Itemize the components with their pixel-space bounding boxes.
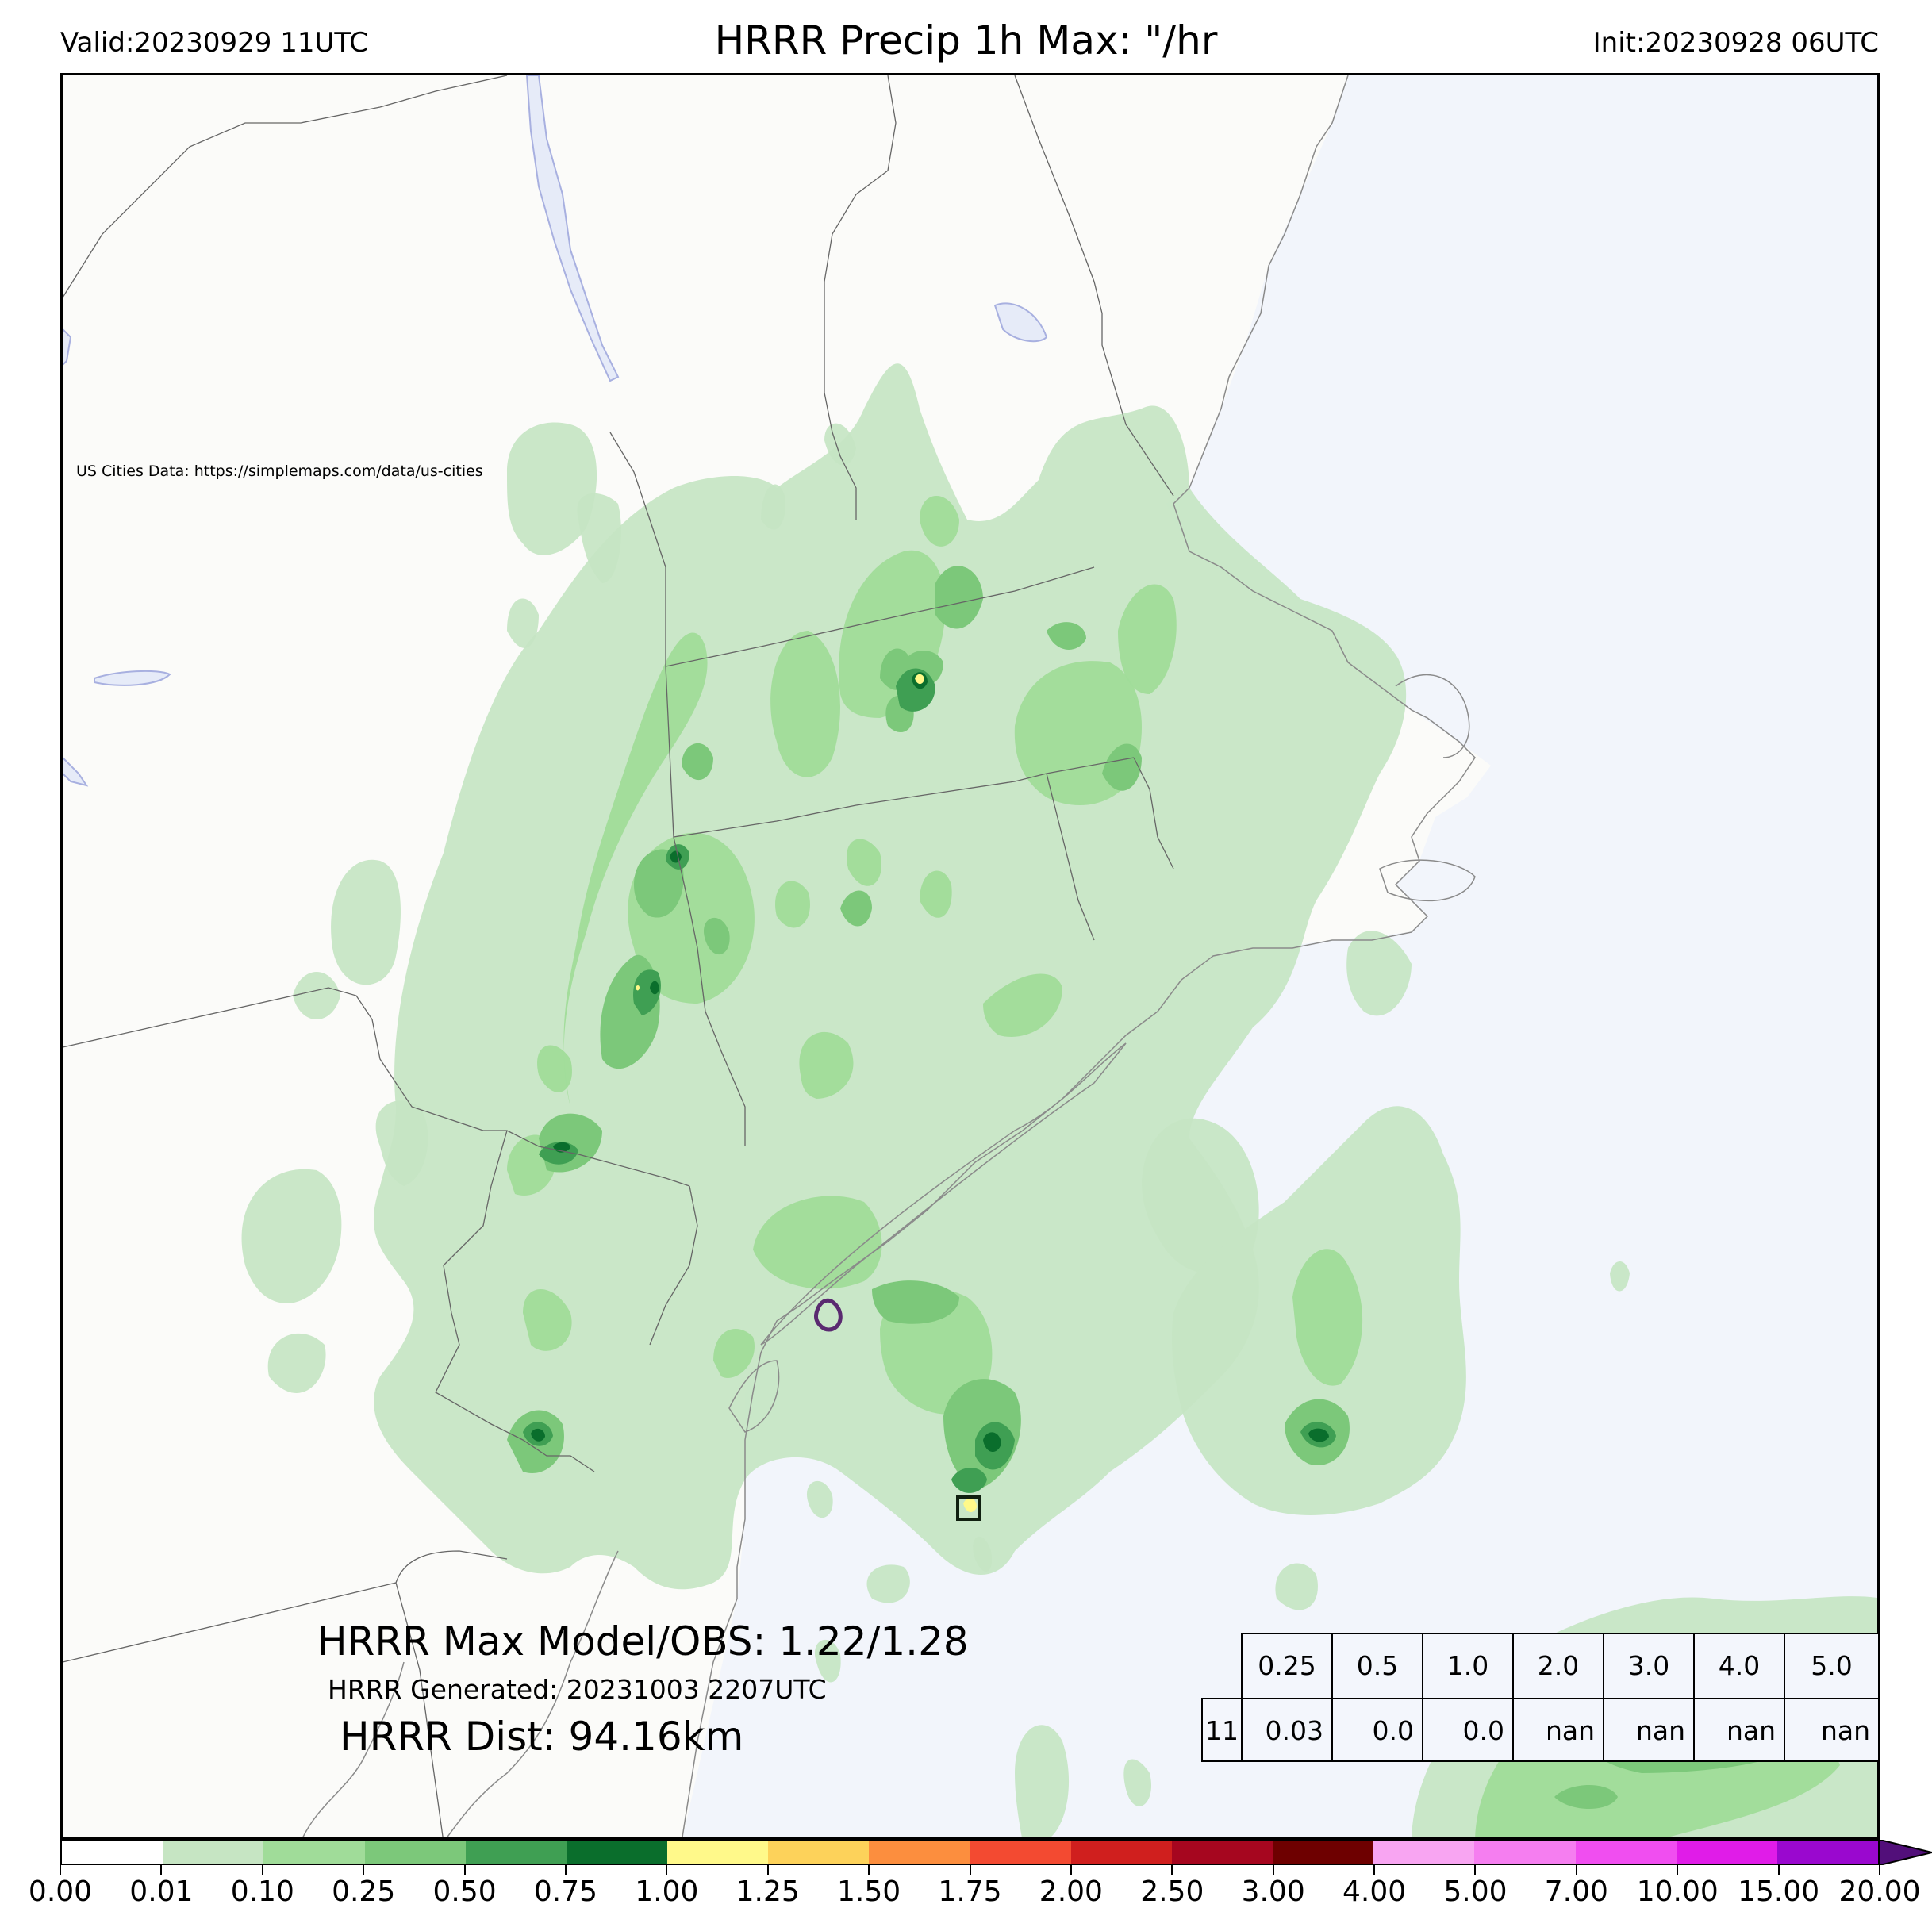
coastline (302, 75, 1476, 1837)
lake-small-4 (63, 328, 72, 367)
colorbar-tick (1677, 1865, 1679, 1875)
colorbar (60, 1840, 1880, 1865)
colorbar-tick-label: 2.00 (1039, 1875, 1103, 1908)
colorbar-tick-label: 0.00 (28, 1875, 93, 1908)
generated-time-label: HRRR Generated: 20231003 2207UTC (328, 1674, 827, 1705)
colorbar-tick-label: 2.50 (1140, 1875, 1204, 1908)
table-value-cell: nan (1512, 1698, 1604, 1762)
colorbar-swatch (465, 1841, 567, 1864)
colorbar-tick-label: 0.25 (332, 1875, 396, 1908)
colorbar-tick (1070, 1865, 1072, 1875)
map-canvas (63, 75, 1877, 1837)
table-header-cell: 0.5 (1331, 1633, 1423, 1699)
colorbar-tick (463, 1865, 466, 1875)
colorbar-tick-label: 1.00 (635, 1875, 699, 1908)
colorbar-tick (363, 1865, 365, 1875)
valid-time-label: Valid:20230929 11UTC (60, 27, 368, 59)
colorbar-swatch (566, 1841, 668, 1864)
colorbar-tick-label: 0.50 (432, 1875, 497, 1908)
colorbar-swatch (62, 1841, 163, 1864)
max-model-obs-label: HRRR Max Model/OBS: 1.22/1.28 (317, 1618, 969, 1664)
table-value-cell: nan (1784, 1698, 1880, 1762)
colorbar-swatch (667, 1841, 769, 1864)
lake-small-2 (94, 670, 171, 686)
colorbar-tick (160, 1865, 163, 1875)
colorbar-tick (1575, 1865, 1577, 1875)
colorbar-swatch (1575, 1841, 1677, 1864)
colorbar-tick (1373, 1865, 1376, 1875)
colorbar-swatch (768, 1841, 870, 1864)
colorbar-swatch (364, 1841, 466, 1864)
data-attribution: US Cities Data: https://simplemaps.com/d… (76, 463, 483, 480)
table-header-cell: 0.25 (1241, 1633, 1333, 1699)
lake-champlain (525, 75, 620, 382)
table-value-cell: nan (1693, 1698, 1785, 1762)
colorbar-swatch (263, 1841, 365, 1864)
table-value-cell: 0.0 (1422, 1698, 1514, 1762)
lake-small-1 (993, 302, 1048, 343)
table-row-label: 11 (1201, 1698, 1243, 1762)
init-time-label: Init:20230928 06UTC (1592, 27, 1879, 59)
colorbar-tick (969, 1865, 971, 1875)
colorbar-swatch (1373, 1841, 1475, 1864)
colorbar-tick-label: 5.00 (1443, 1875, 1508, 1908)
colorbar-swatch (163, 1841, 264, 1864)
colorbar-tick-label: 0.10 (230, 1875, 294, 1908)
colorbar-tick-label: 1.75 (938, 1875, 1002, 1908)
colorbar-swatch (1776, 1841, 1879, 1864)
colorbar-tick-label: 1.50 (837, 1875, 901, 1908)
colorbar-tick (1272, 1865, 1274, 1875)
colorbar-swatch (970, 1841, 1071, 1864)
obs-marker-box (956, 1495, 981, 1521)
colorbar-tick (666, 1865, 668, 1875)
colorbar-swatch (1171, 1841, 1273, 1864)
map-panel: US Cities Data: https://simplemaps.com/d… (60, 73, 1880, 1840)
colorbar-tick-label: 1.25 (736, 1875, 800, 1908)
colorbar-tick (261, 1865, 263, 1875)
colorbar-tick (564, 1865, 567, 1875)
table-value-cell: 0.0 (1331, 1698, 1423, 1762)
colorbar-tick (1777, 1865, 1780, 1875)
colorbar-tick (1171, 1865, 1173, 1875)
colorbar-tick-label: 10.00 (1636, 1875, 1719, 1908)
colorbar-tick-label: 15.00 (1738, 1875, 1820, 1908)
table-header-cell: 4.0 (1693, 1633, 1785, 1699)
colorbar-tick (868, 1865, 870, 1875)
table-value-cell: 0.03 (1241, 1698, 1333, 1762)
colorbar-tick-label: 7.00 (1544, 1875, 1608, 1908)
table-header-cell: 2.0 (1512, 1633, 1604, 1699)
colorbar-tick (60, 1865, 61, 1875)
table-value-cell: nan (1603, 1698, 1695, 1762)
figure-title: HRRR Precip 1h Max: "/hr (714, 17, 1218, 63)
colorbar-tick (766, 1865, 769, 1875)
table-header-cell: 3.0 (1603, 1633, 1695, 1699)
obs-marker-purple (814, 1298, 843, 1332)
colorbar-tick-label: 20.00 (1838, 1875, 1921, 1908)
colorbar-tick-label: 3.00 (1241, 1875, 1305, 1908)
table-header-cell: 1.0 (1422, 1633, 1514, 1699)
colorbar-tick-label: 0.01 (129, 1875, 194, 1908)
colorbar-extend-arrow (1880, 1840, 1932, 1865)
colorbar-tick (1879, 1865, 1880, 1875)
colorbar-swatch (1676, 1841, 1777, 1864)
colorbar-tick-label: 0.75 (533, 1875, 598, 1908)
colorbar-tick (1474, 1865, 1477, 1875)
colorbar-swatch (1070, 1841, 1172, 1864)
table-header-cell: 5.0 (1784, 1633, 1880, 1699)
colorbar-tick-label: 4.00 (1342, 1875, 1407, 1908)
colorbar-swatch (1273, 1841, 1374, 1864)
distance-label: HRRR Dist: 94.16km (340, 1714, 744, 1760)
boundaries (63, 75, 1174, 1837)
colorbar-swatch (869, 1841, 970, 1864)
colorbar-swatch (1474, 1841, 1576, 1864)
lake-small-3 (63, 756, 89, 787)
